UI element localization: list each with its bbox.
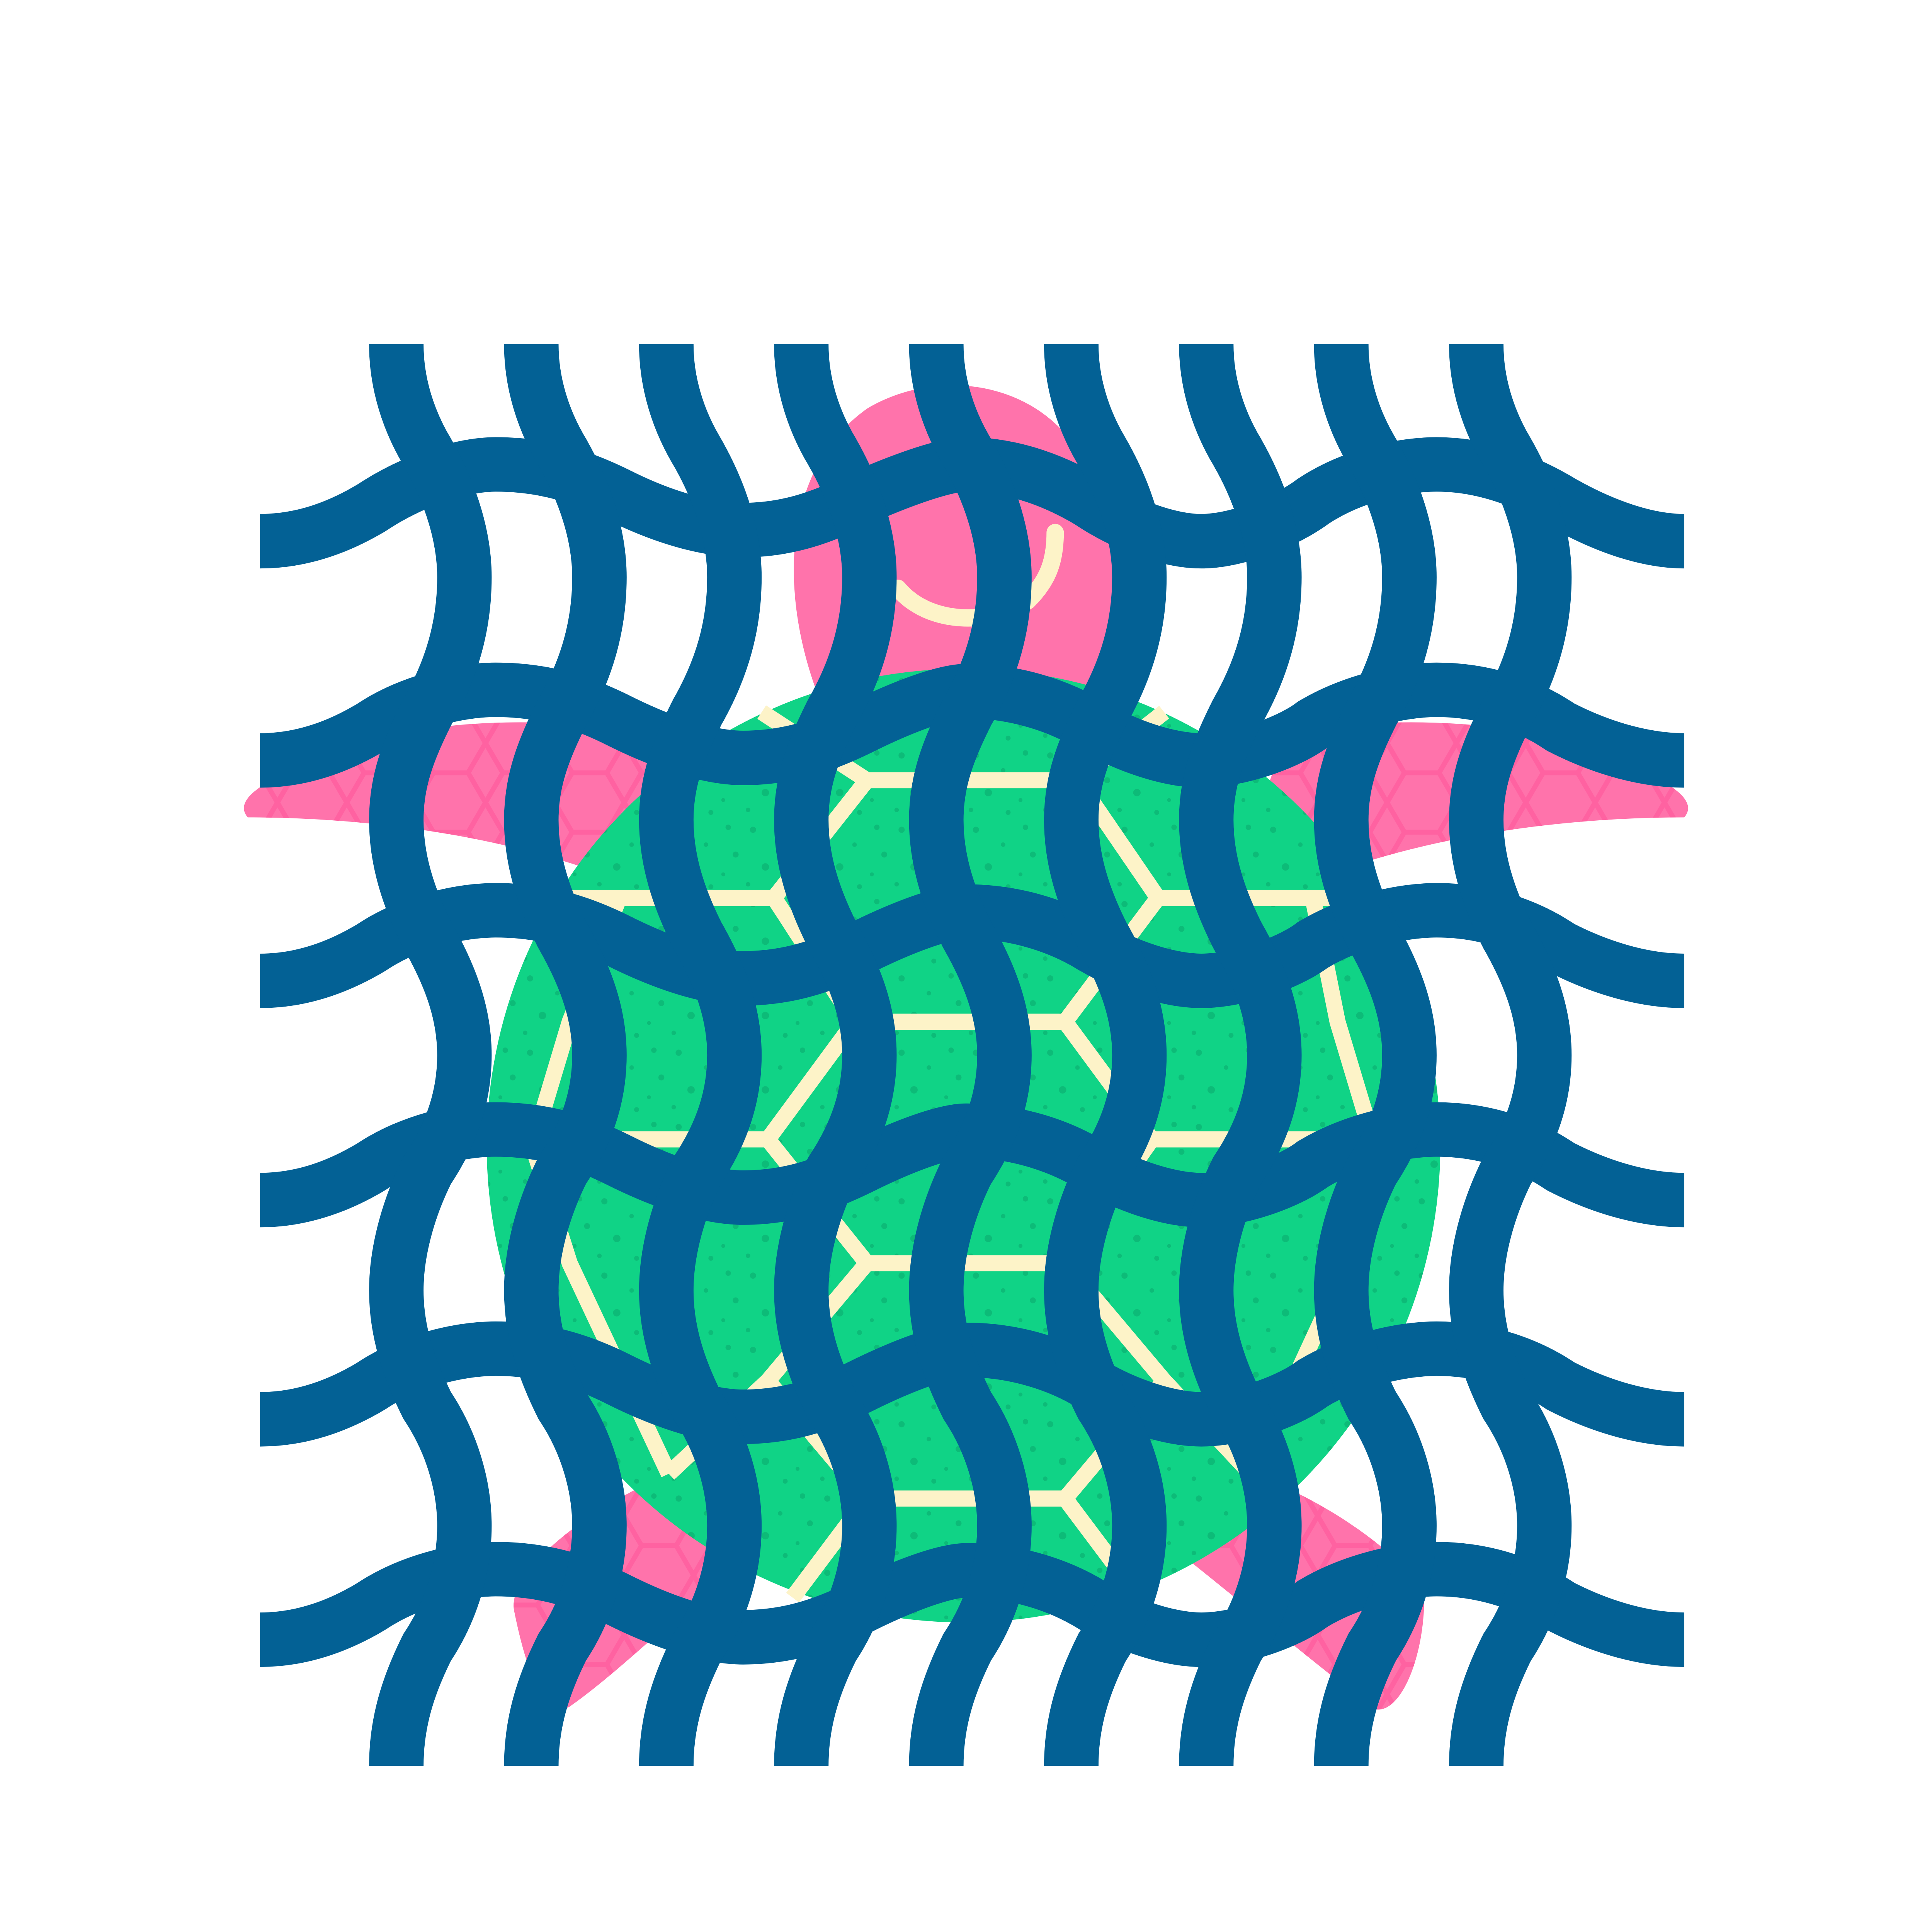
net-strand-vertical [1314, 344, 1437, 1767]
net-strand-vertical [369, 344, 492, 1767]
net-strand-vertical [1449, 344, 1572, 1767]
net-strand-vertical [774, 344, 897, 1767]
net-strand-vertical [909, 344, 1032, 1767]
net-strand-vertical [1179, 344, 1302, 1767]
net-strand-vertical [639, 344, 762, 1767]
net-strand-horizontal [260, 1542, 1685, 1667]
net-strand-vertical [1044, 344, 1167, 1767]
fishing-net-icon [260, 344, 1685, 1767]
net-strand-vertical [504, 344, 627, 1767]
